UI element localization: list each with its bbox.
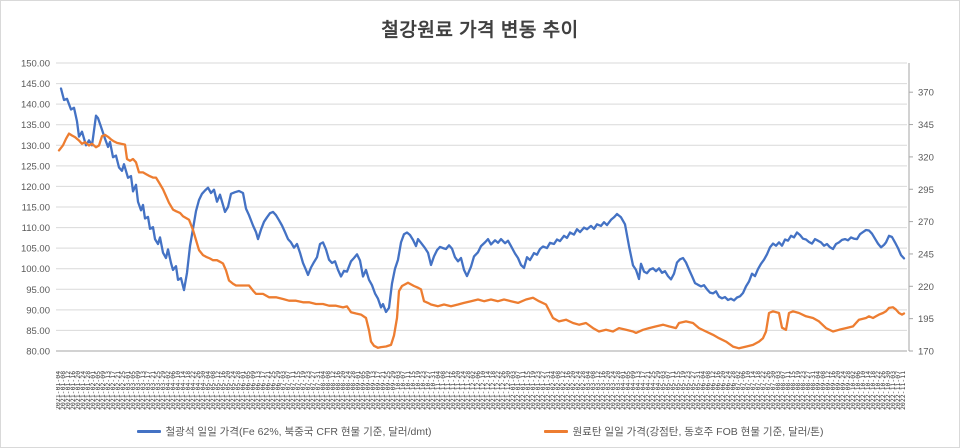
left-axis-tick-label: 150.00 <box>21 59 50 70</box>
right-axis-tick-label: 345 <box>918 120 934 131</box>
left-axis-tick-label: 85.00 <box>26 326 50 337</box>
left-axis-tick-label: 140.00 <box>21 100 50 111</box>
x-axis-labels: 2021-01-04 2021-01-08 2021-01-12 2021-01-16… <box>56 354 907 410</box>
chart-title: 철강원료 가격 변동 추이 <box>381 20 579 41</box>
series-line-coking-coal[interactable] <box>57 132 906 350</box>
series-line-iron-ore[interactable] <box>59 87 906 314</box>
left-axis-tick-label: 135.00 <box>21 120 50 131</box>
legend-swatch-coking-coal <box>543 430 568 433</box>
left-axis-tick-label: 125.00 <box>21 161 50 172</box>
left-axis-tick-label: 110.00 <box>22 223 50 234</box>
x-axis-label: 2022-11-11 <box>899 370 907 410</box>
right-axis-tick-label: 245 <box>918 249 934 260</box>
legend-item-coking-coal[interactable]: 원료탄 일일 가격(강점탄, 동호주 FOB 현물 기준, 달러/톤) <box>543 424 824 439</box>
legend-item-iron-ore[interactable]: 철광석 일일 가격(Fe 62%, 북중국 CFR 현물 기준, 달러/dmt) <box>136 424 432 439</box>
right-axis-tick-label: 295 <box>918 185 934 196</box>
legend-label-coking-coal: 원료탄 일일 가격(강점탄, 동호주 FOB 현물 기준, 달러/톤) <box>572 426 824 438</box>
left-axis-tick-label: 90.00 <box>26 305 50 316</box>
left-axis-tick-label: 130.00 <box>21 141 50 152</box>
legend-swatch-iron-ore <box>136 430 161 433</box>
left-axis-tick-label: 120.00 <box>21 182 50 193</box>
left-axis-tick-label: 115.00 <box>22 203 50 214</box>
left-axis-tick-label: 100.00 <box>21 264 50 275</box>
right-axis-tick-label: 170 <box>918 347 934 358</box>
legend: 철광석 일일 가격(Fe 62%, 북중국 CFR 현물 기준, 달러/dmt)… <box>1 424 959 439</box>
right-axis-tick-label: 320 <box>918 152 934 163</box>
left-axis-tick-label: 145.00 <box>21 79 50 90</box>
right-axis-tick-label: 370 <box>918 88 934 99</box>
legend-label-iron-ore: 철광석 일일 가격(Fe 62%, 북중국 CFR 현물 기준, 달러/dmt) <box>165 426 432 438</box>
left-axis-tick-label: 95.00 <box>26 285 50 296</box>
right-axis-tick-label: 270 <box>918 217 934 228</box>
right-axis-tick-label: 220 <box>918 282 934 293</box>
right-axis-tick-label: 195 <box>918 314 934 325</box>
left-axis-tick-label: 105.00 <box>21 244 50 255</box>
left-axis-tick-label: 80.00 <box>26 347 50 358</box>
